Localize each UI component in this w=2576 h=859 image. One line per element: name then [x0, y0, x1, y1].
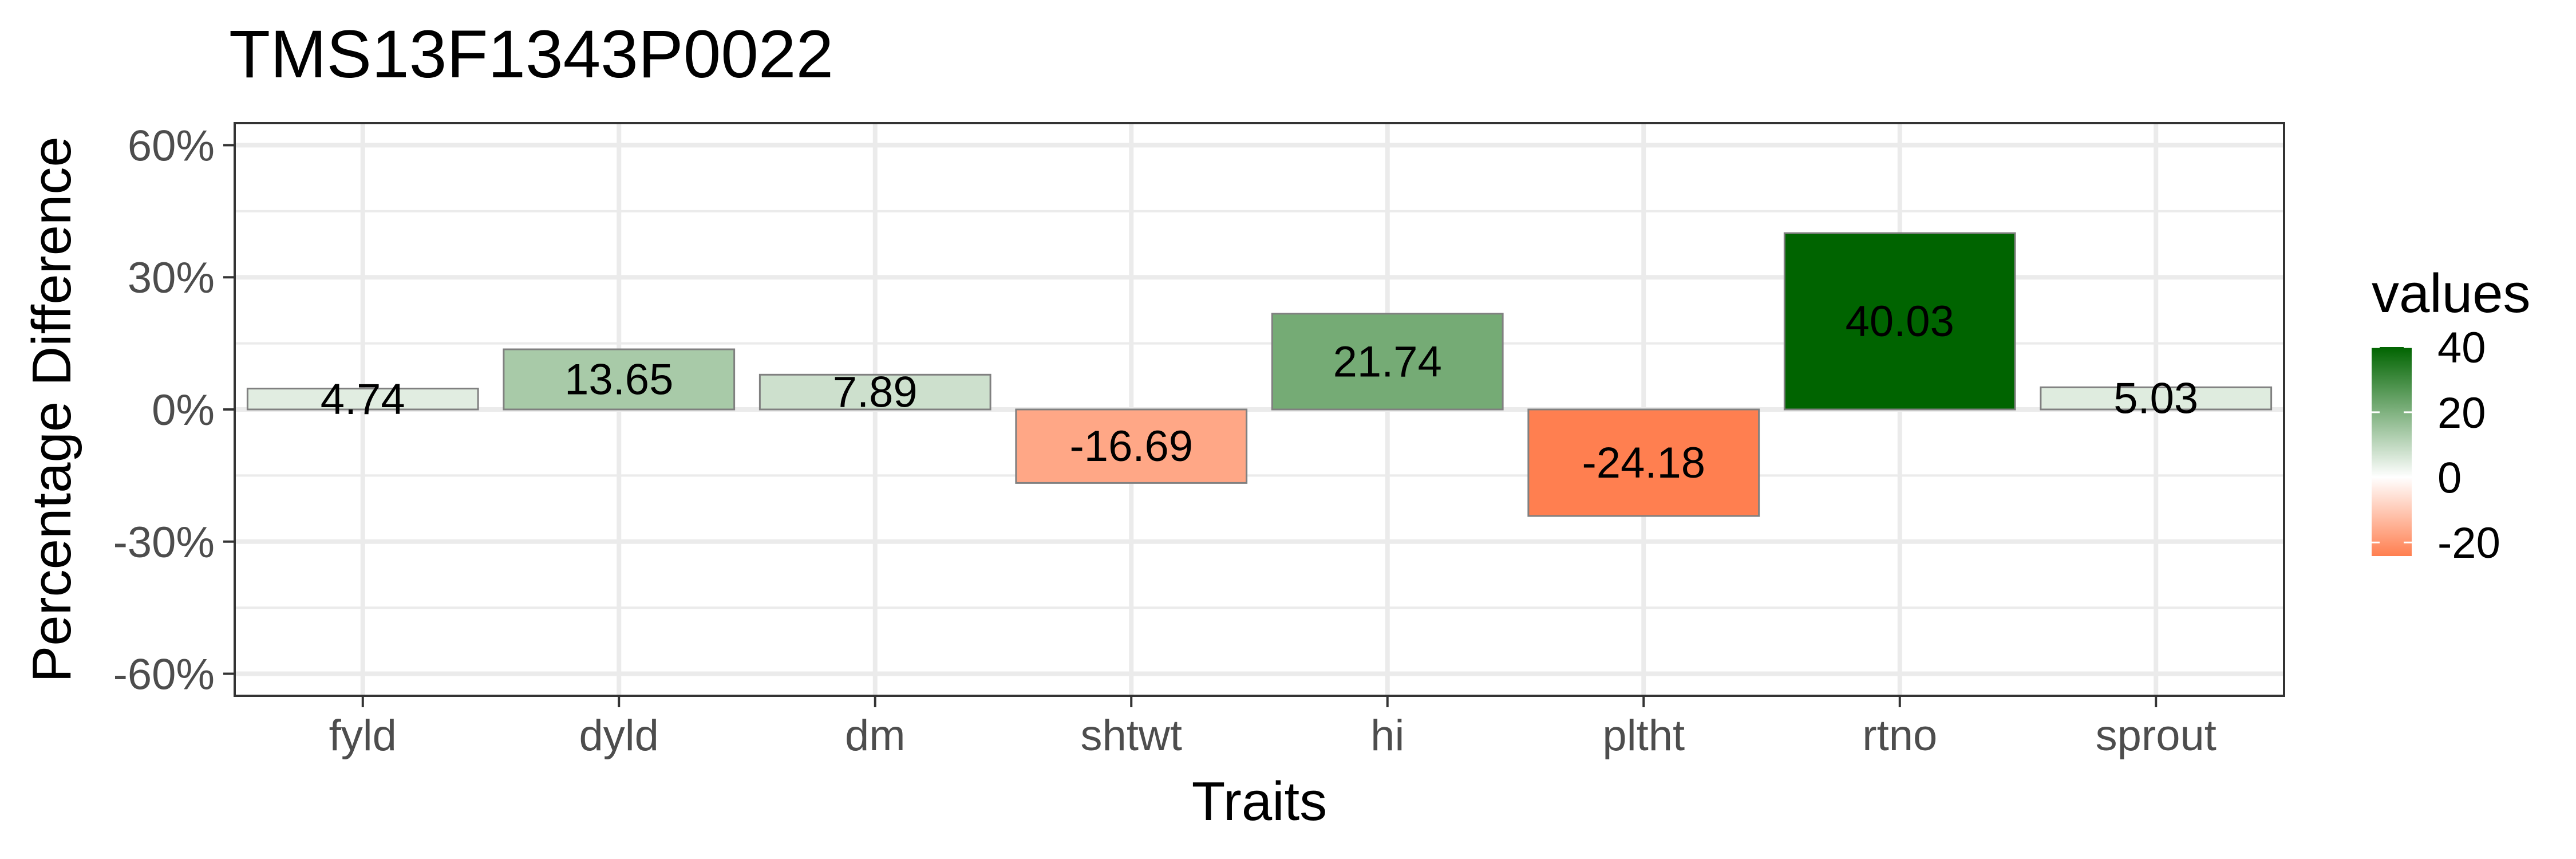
x-tick-label-hi: hi	[1370, 711, 1404, 760]
legend-ticks: 40 20 0 -20	[2372, 324, 2500, 568]
y-tick-label: 30%	[128, 254, 215, 302]
legend-tick-label: 20	[2437, 389, 2486, 438]
x-tick-label-pltht: pltht	[1602, 711, 1685, 760]
bar-label-hi: 21.74	[1333, 337, 1442, 386]
legend-tick-label: 0	[2437, 454, 2462, 503]
bar-label-rtno: 40.03	[1846, 297, 1954, 346]
legend-colorbar	[2372, 347, 2412, 556]
bar-shtwt	[1015, 408, 1248, 484]
bar-label-fyld: 4.74	[321, 375, 405, 424]
bar-label-shtwt: -16.69	[1070, 422, 1194, 471]
bar-label-sprout: 5.03	[2113, 375, 2198, 423]
bar-sprout	[2040, 386, 2273, 411]
bar-pltht	[1527, 408, 1760, 517]
bar-label-pltht: -24.18	[1582, 439, 1706, 487]
minor-gridlines	[235, 210, 2284, 609]
bar-label-dm: 7.89	[833, 368, 918, 417]
legend-tick-label: -20	[2437, 519, 2500, 568]
x-tick-label-shtwt: shtwt	[1081, 711, 1182, 760]
legend-tick-label: 40	[2437, 324, 2486, 372]
x-tick-label-sprout: sprout	[2096, 711, 2217, 760]
bar-fyld	[246, 388, 479, 411]
y-tick-label: 0%	[152, 386, 215, 435]
y-axis-title: Percentage Difference	[21, 136, 82, 682]
bar-hi	[1271, 313, 1504, 411]
x-axis-title: Traits	[1192, 771, 1327, 832]
bar-label-dyld: 13.65	[564, 356, 673, 404]
x-tick-label-dyld: dyld	[579, 711, 659, 760]
chart-title: TMS13F1343P0022	[229, 17, 833, 92]
y-tick-label: 60%	[128, 121, 215, 170]
x-axis-ticks: fyld dyld dm shtwt hi pltht rtno sprout	[329, 696, 2217, 760]
y-axis-ticks: -60% -30% 0% 30% 60%	[113, 121, 235, 699]
bar-rtno	[1783, 232, 2016, 411]
x-tick-label-rtno: rtno	[1862, 711, 1937, 760]
x-tick-label-fyld: fyld	[329, 711, 397, 760]
x-tick-label-dm: dm	[845, 711, 906, 760]
color-legend: values 40 20 0 -20	[2372, 263, 2531, 568]
bars	[246, 232, 2273, 517]
legend-title: values	[2372, 263, 2531, 324]
bar-dyld	[503, 348, 736, 411]
bar-value-labels: 4.74 13.65 7.89 -16.69 21.74 -24.18 40.03 5.03	[321, 297, 2198, 487]
bar-dm	[758, 373, 991, 411]
y-tick-label: -60%	[113, 651, 215, 699]
y-tick-label: -30%	[113, 518, 215, 567]
